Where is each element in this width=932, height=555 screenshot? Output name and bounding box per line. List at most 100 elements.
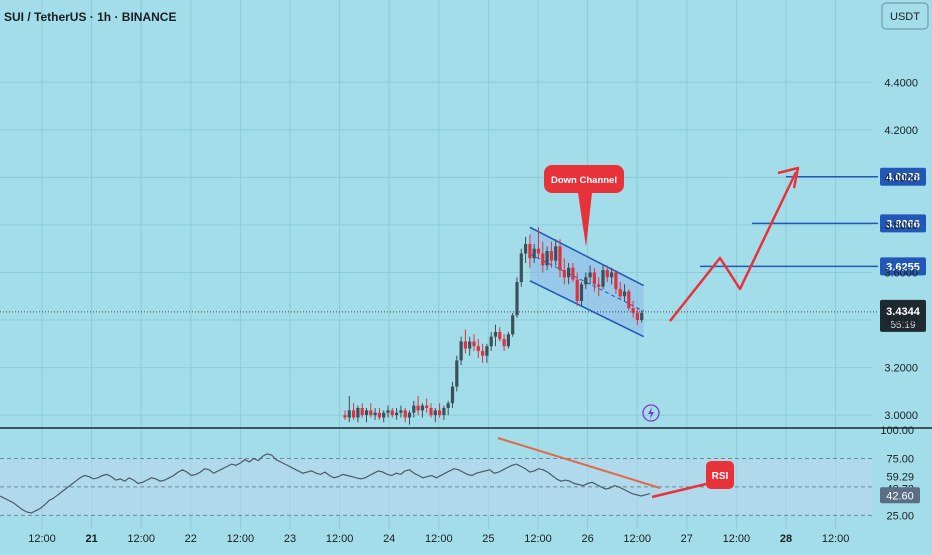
candle xyxy=(562,258,566,285)
candle-body xyxy=(395,412,399,416)
current-price-label: 3.4344 xyxy=(886,306,921,318)
candle xyxy=(433,407,437,423)
flash-icon-ring xyxy=(642,404,660,422)
candle xyxy=(597,277,601,297)
projection-path xyxy=(642,166,800,422)
candle-body xyxy=(549,251,553,261)
candle xyxy=(622,284,627,302)
candle xyxy=(498,327,502,342)
candle-body xyxy=(489,336,493,347)
candle xyxy=(382,410,386,423)
candle xyxy=(515,277,519,318)
candle-body xyxy=(541,253,545,266)
symbol-title[interactable]: SUI / TetherUS · 1h · BINANCE xyxy=(4,10,176,24)
time-tick-label: 12:00 xyxy=(822,533,850,545)
candle-body xyxy=(622,291,627,297)
price-tick-label: 3.6000 xyxy=(884,267,918,279)
candle xyxy=(506,331,510,349)
currency-badge[interactable] xyxy=(881,2,929,30)
candle-body xyxy=(631,308,635,313)
candle-body xyxy=(352,410,356,418)
candle xyxy=(536,227,541,259)
candle xyxy=(455,355,459,392)
level-label: 4.0028 xyxy=(886,172,920,184)
candle-body xyxy=(429,407,433,416)
channel-upper-line xyxy=(529,226,645,287)
candle-body xyxy=(597,284,601,287)
candle xyxy=(545,246,549,271)
candle xyxy=(347,396,351,423)
candle xyxy=(519,248,523,287)
candle-body xyxy=(515,281,519,316)
candle xyxy=(558,239,562,278)
candle xyxy=(567,262,571,285)
candle xyxy=(549,241,553,268)
candle-body xyxy=(364,410,369,416)
candle xyxy=(481,343,485,363)
currency-label: USDT xyxy=(890,11,920,23)
candle xyxy=(442,405,446,420)
flash-icon xyxy=(642,404,660,422)
candle xyxy=(554,239,558,266)
down-channel-label: Down Channel xyxy=(544,165,624,247)
candle-body xyxy=(459,341,463,361)
candle xyxy=(627,289,631,311)
channel-lower-line xyxy=(529,280,645,338)
candle xyxy=(472,334,476,351)
candles xyxy=(343,227,644,425)
candle xyxy=(416,396,420,416)
time-tick-label: 26 xyxy=(581,533,593,545)
candle xyxy=(356,405,360,423)
candle-body xyxy=(584,277,588,285)
candle-body xyxy=(403,410,407,418)
candle xyxy=(579,281,584,306)
candle xyxy=(373,407,377,420)
rsi-tick-label: 25.00 xyxy=(886,510,914,522)
candle-body xyxy=(498,331,502,340)
rsi-tick-label: 100.00 xyxy=(880,425,914,437)
callout-text: Down Channel xyxy=(551,175,617,186)
time-tick-label: 24 xyxy=(383,533,395,545)
time-tick-label: 12:00 xyxy=(425,533,453,545)
candle xyxy=(420,403,424,418)
candle xyxy=(493,324,498,347)
candle-body xyxy=(610,272,614,278)
candle-body xyxy=(455,360,459,387)
price-levels[interactable]: 4.0028 3.8066 3.6255 3.4344 55:19 xyxy=(0,167,926,332)
candle xyxy=(532,243,536,263)
price-tick-label: 4.2000 xyxy=(884,125,918,137)
candle-body xyxy=(614,272,618,290)
flash-icon-bolt xyxy=(648,407,654,419)
candle xyxy=(429,403,433,418)
candle-body xyxy=(545,251,549,266)
candle xyxy=(511,312,515,337)
candle-body xyxy=(635,312,639,321)
candle xyxy=(403,407,407,423)
candle-body xyxy=(416,405,420,411)
candle xyxy=(592,267,596,292)
candle xyxy=(407,410,412,425)
rsi-value-badge xyxy=(880,487,920,504)
candle-body xyxy=(519,253,523,282)
candle-body xyxy=(433,410,437,416)
time-tick-label: 23 xyxy=(284,533,296,545)
time-tick-label: 12:00 xyxy=(227,533,255,545)
candle xyxy=(605,265,609,282)
price-tick-label: 3.8000 xyxy=(884,220,918,232)
time-tick-label: 12:00 xyxy=(623,533,651,545)
candle-body xyxy=(347,410,351,418)
candle-body xyxy=(618,289,622,297)
time-tick-label: 21 xyxy=(85,533,97,545)
level-badge xyxy=(880,167,926,186)
candle xyxy=(446,400,450,416)
candle-body xyxy=(356,407,360,418)
time-tick-label: 28 xyxy=(780,533,792,545)
candle xyxy=(502,334,506,351)
time-axis[interactable]: 12:00 21 12:00 22 12:00 23 12:00 24 12:00 25 12:00… xyxy=(28,533,849,545)
price-axis[interactable]: 4.4000 4.2000 4.0000 3.8000 3.6000 3.4000 3.20… xyxy=(884,77,918,422)
rsi-line xyxy=(0,453,651,514)
candle xyxy=(541,241,545,273)
level-badge xyxy=(880,214,926,233)
